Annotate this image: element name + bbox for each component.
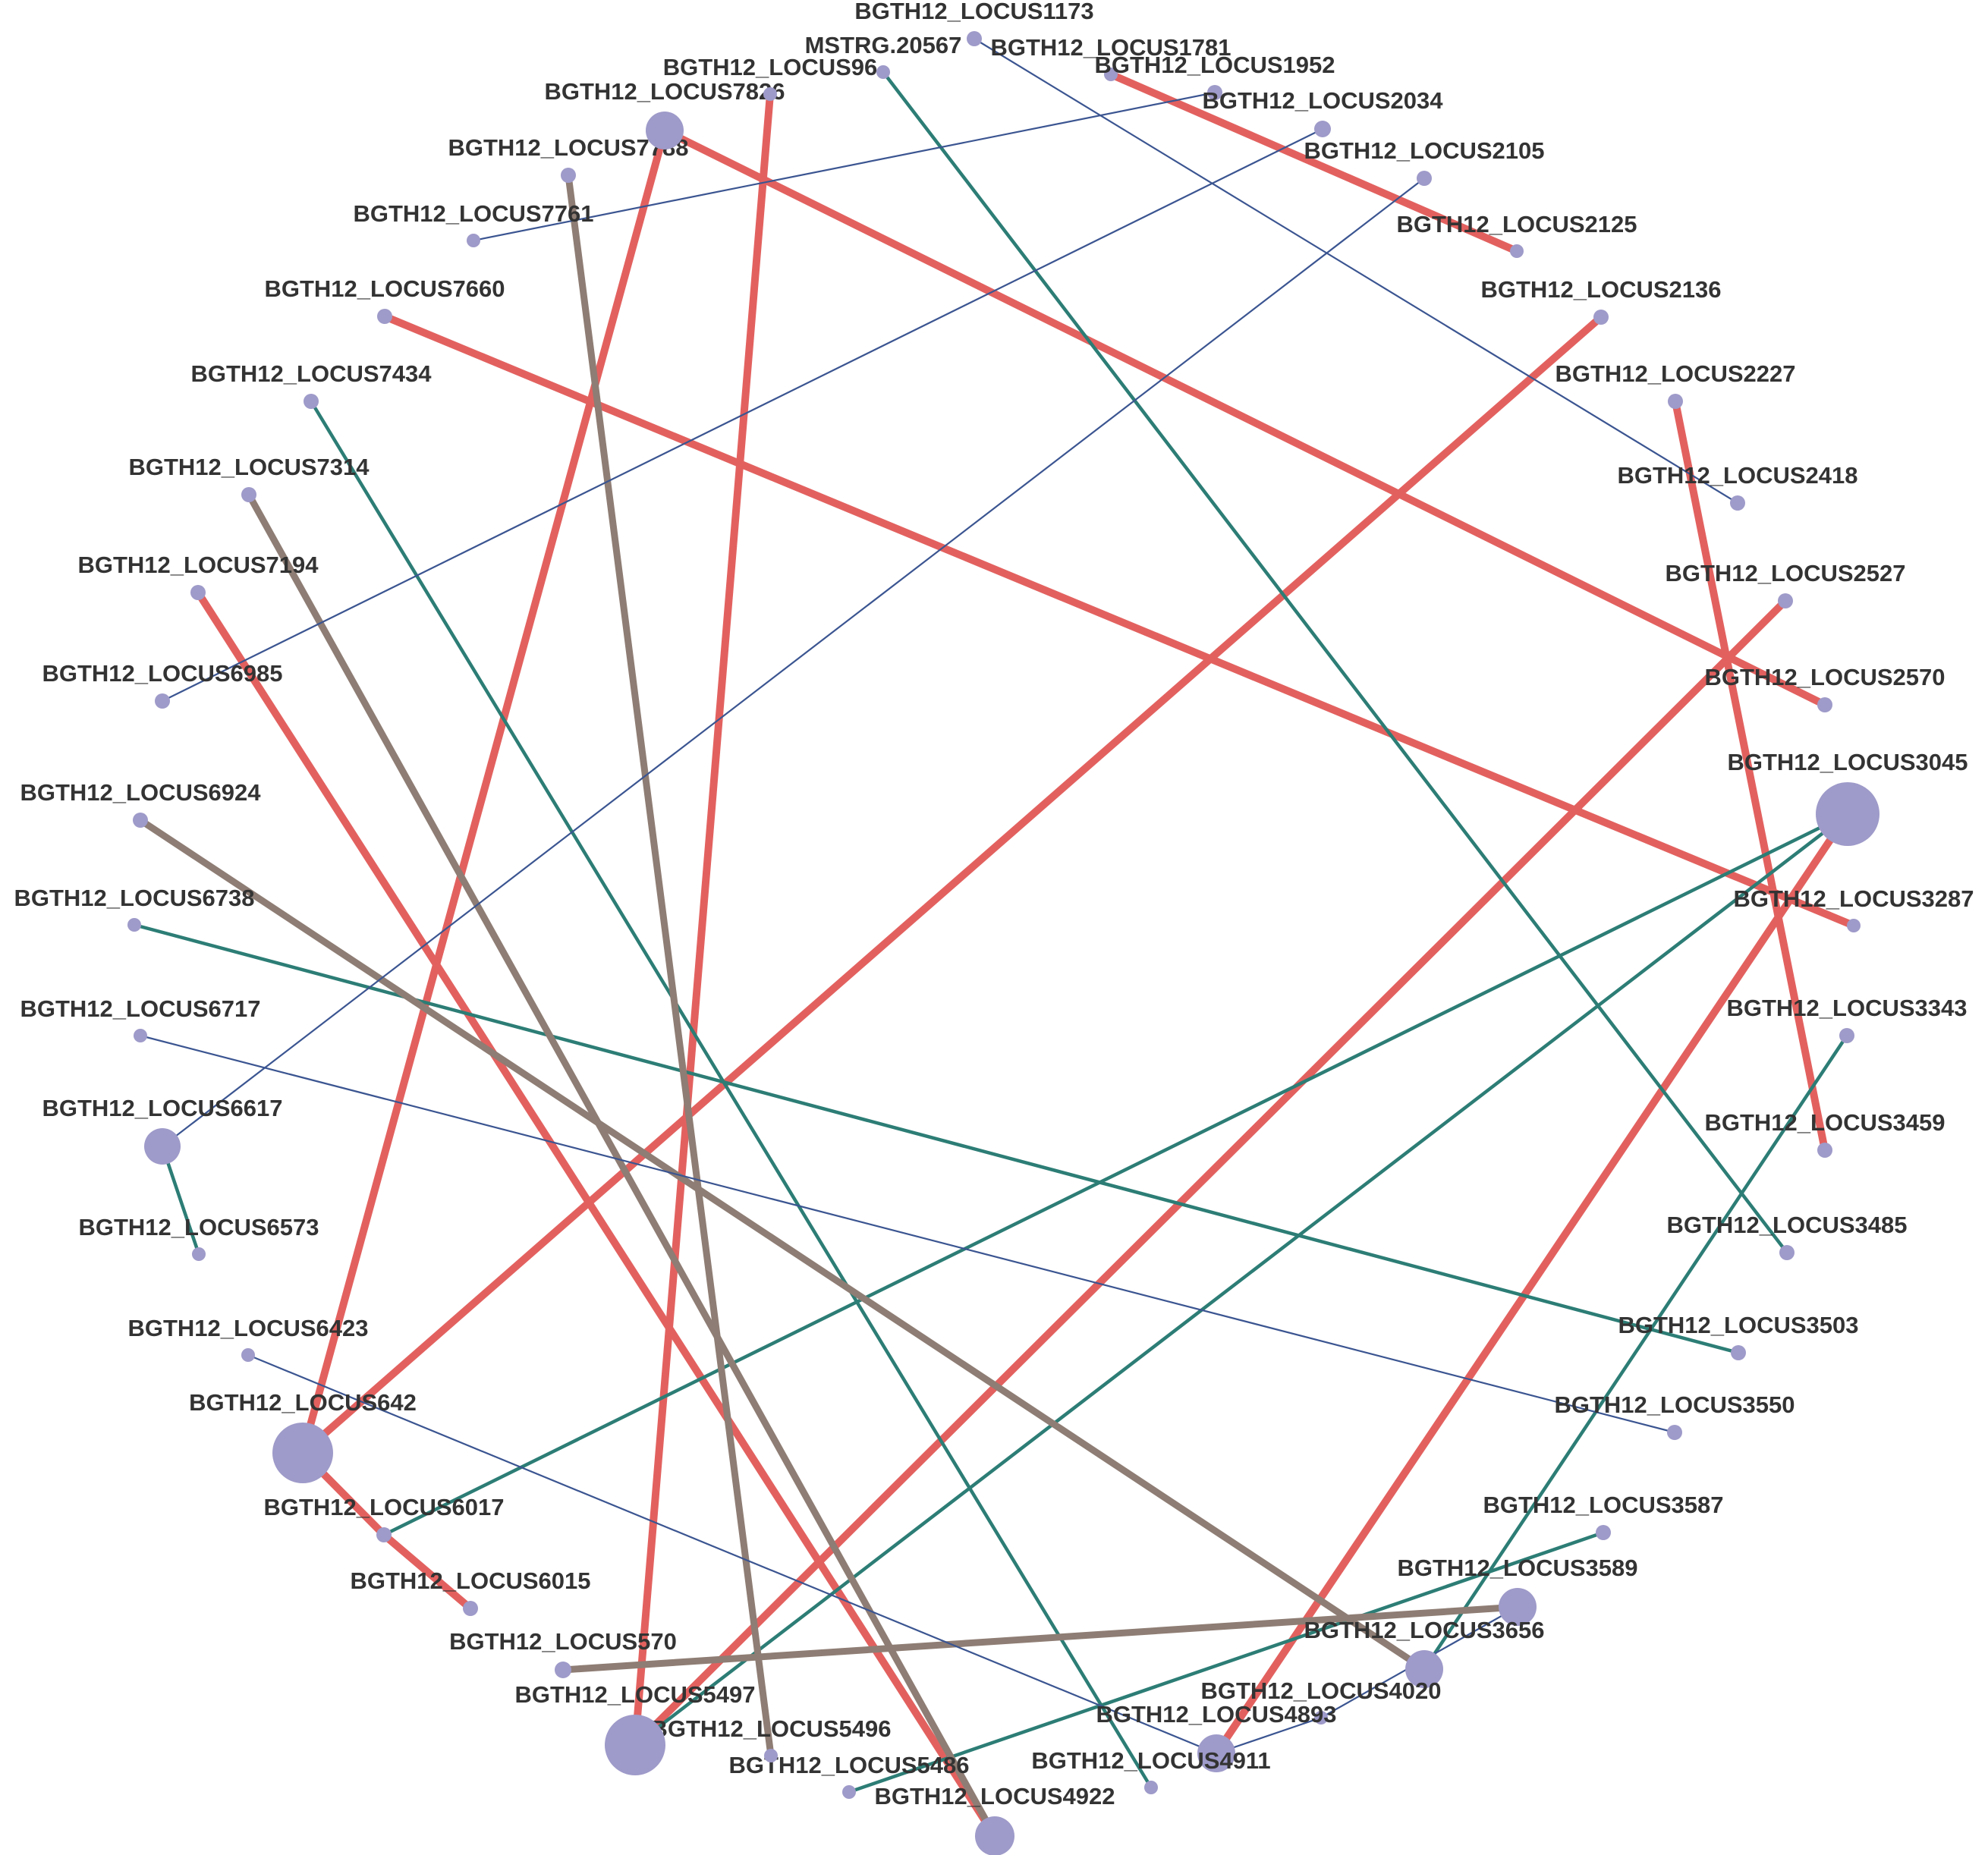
svg-text:BGTH12_LOCUS6738: BGTH12_LOCUS6738 — [14, 885, 254, 911]
svg-text:BGTH12_LOCUS7761: BGTH12_LOCUS7761 — [353, 200, 593, 227]
svg-text:BGTH12_LOCUS2227: BGTH12_LOCUS2227 — [1555, 360, 1795, 387]
svg-text:BGTH12_LOCUS3459: BGTH12_LOCUS3459 — [1704, 1109, 1945, 1136]
svg-text:BGTH12_LOCUS3343: BGTH12_LOCUS3343 — [1726, 995, 1967, 1021]
svg-text:BGTH12_LOCUS6924: BGTH12_LOCUS6924 — [20, 779, 261, 806]
svg-text:BGTH12_LOCUS4922: BGTH12_LOCUS4922 — [874, 1783, 1115, 1809]
svg-text:BGTH12_LOCUS3589: BGTH12_LOCUS3589 — [1397, 1555, 1637, 1581]
svg-text:BGTH12_LOCUS6717: BGTH12_LOCUS6717 — [20, 995, 260, 1022]
svg-text:BGTH12_LOCUS7434: BGTH12_LOCUS7434 — [190, 360, 432, 387]
svg-text:BGTH12_LOCUS1781: BGTH12_LOCUS1781 — [990, 34, 1231, 61]
svg-text:BGTH12_LOCUS6017: BGTH12_LOCUS6017 — [263, 1494, 504, 1520]
svg-text:BGTH12_LOCUS4893: BGTH12_LOCUS4893 — [1096, 1701, 1336, 1728]
svg-text:BGTH12_LOCUS4020: BGTH12_LOCUS4020 — [1200, 1677, 1441, 1704]
svg-text:BGTH12_LOCUS2418: BGTH12_LOCUS2418 — [1617, 462, 1857, 489]
svg-text:BGTH12_LOCUS2125: BGTH12_LOCUS2125 — [1396, 211, 1637, 237]
svg-text:BGTH12_LOCUS7314: BGTH12_LOCUS7314 — [128, 454, 370, 480]
svg-text:BGTH12_LOCUS7194: BGTH12_LOCUS7194 — [77, 552, 319, 578]
svg-text:BGTH12_LOCUS6015: BGTH12_LOCUS6015 — [350, 1567, 590, 1594]
svg-text:BGTH12_LOCUS7660: BGTH12_LOCUS7660 — [264, 275, 505, 302]
svg-text:BGTH12_LOCUS3587: BGTH12_LOCUS3587 — [1483, 1492, 1723, 1518]
svg-text:BGTH12_LOCUS2570: BGTH12_LOCUS2570 — [1704, 664, 1945, 690]
svg-text:BGTH12_LOCUS2105: BGTH12_LOCUS2105 — [1304, 137, 1544, 164]
svg-text:BGTH12_LOCUS3503: BGTH12_LOCUS3503 — [1618, 1312, 1858, 1338]
svg-text:BGTH12_LOCUS6573: BGTH12_LOCUS6573 — [78, 1214, 319, 1240]
svg-text:BGTH12_LOCUS3485: BGTH12_LOCUS3485 — [1666, 1212, 1907, 1238]
svg-text:BGTH12_LOCUS2136: BGTH12_LOCUS2136 — [1480, 276, 1721, 303]
svg-text:BGTH12_LOCUS3045: BGTH12_LOCUS3045 — [1727, 749, 1968, 775]
svg-text:BGTH12_LOCUS4911: BGTH12_LOCUS4911 — [1031, 1747, 1270, 1774]
svg-text:BGTH12_LOCUS5497: BGTH12_LOCUS5497 — [514, 1681, 755, 1708]
svg-text:BGTH12_LOCUS6423: BGTH12_LOCUS6423 — [127, 1315, 368, 1341]
svg-text:BGTH12_LOCUS2527: BGTH12_LOCUS2527 — [1665, 560, 1905, 586]
svg-text:BGTH12_LOCUS1173: BGTH12_LOCUS1173 — [854, 0, 1093, 24]
svg-text:MSTRG.20567: MSTRG.20567 — [805, 32, 962, 58]
svg-text:BGTH12_LOCUS642: BGTH12_LOCUS642 — [189, 1389, 417, 1416]
svg-text:BGTH12_LOCUS96: BGTH12_LOCUS96 — [663, 54, 878, 80]
svg-text:BGTH12_LOCUS3550: BGTH12_LOCUS3550 — [1554, 1391, 1795, 1418]
svg-text:BGTH12_LOCUS570: BGTH12_LOCUS570 — [449, 1628, 677, 1655]
svg-text:BGTH12_LOCUS7826: BGTH12_LOCUS7826 — [544, 78, 785, 105]
svg-text:BGTH12_LOCUS6985: BGTH12_LOCUS6985 — [42, 660, 282, 687]
svg-text:BGTH12_LOCUS1952: BGTH12_LOCUS1952 — [1094, 52, 1335, 78]
svg-text:BGTH12_LOCUS6617: BGTH12_LOCUS6617 — [42, 1095, 282, 1121]
svg-text:BGTH12_LOCUS3656: BGTH12_LOCUS3656 — [1304, 1617, 1544, 1643]
svg-text:BGTH12_LOCUS3287: BGTH12_LOCUS3287 — [1733, 885, 1974, 912]
svg-text:BGTH12_LOCUS2034: BGTH12_LOCUS2034 — [1202, 87, 1443, 114]
svg-text:BGTH12_LOCUS5496: BGTH12_LOCUS5496 — [650, 1715, 891, 1742]
